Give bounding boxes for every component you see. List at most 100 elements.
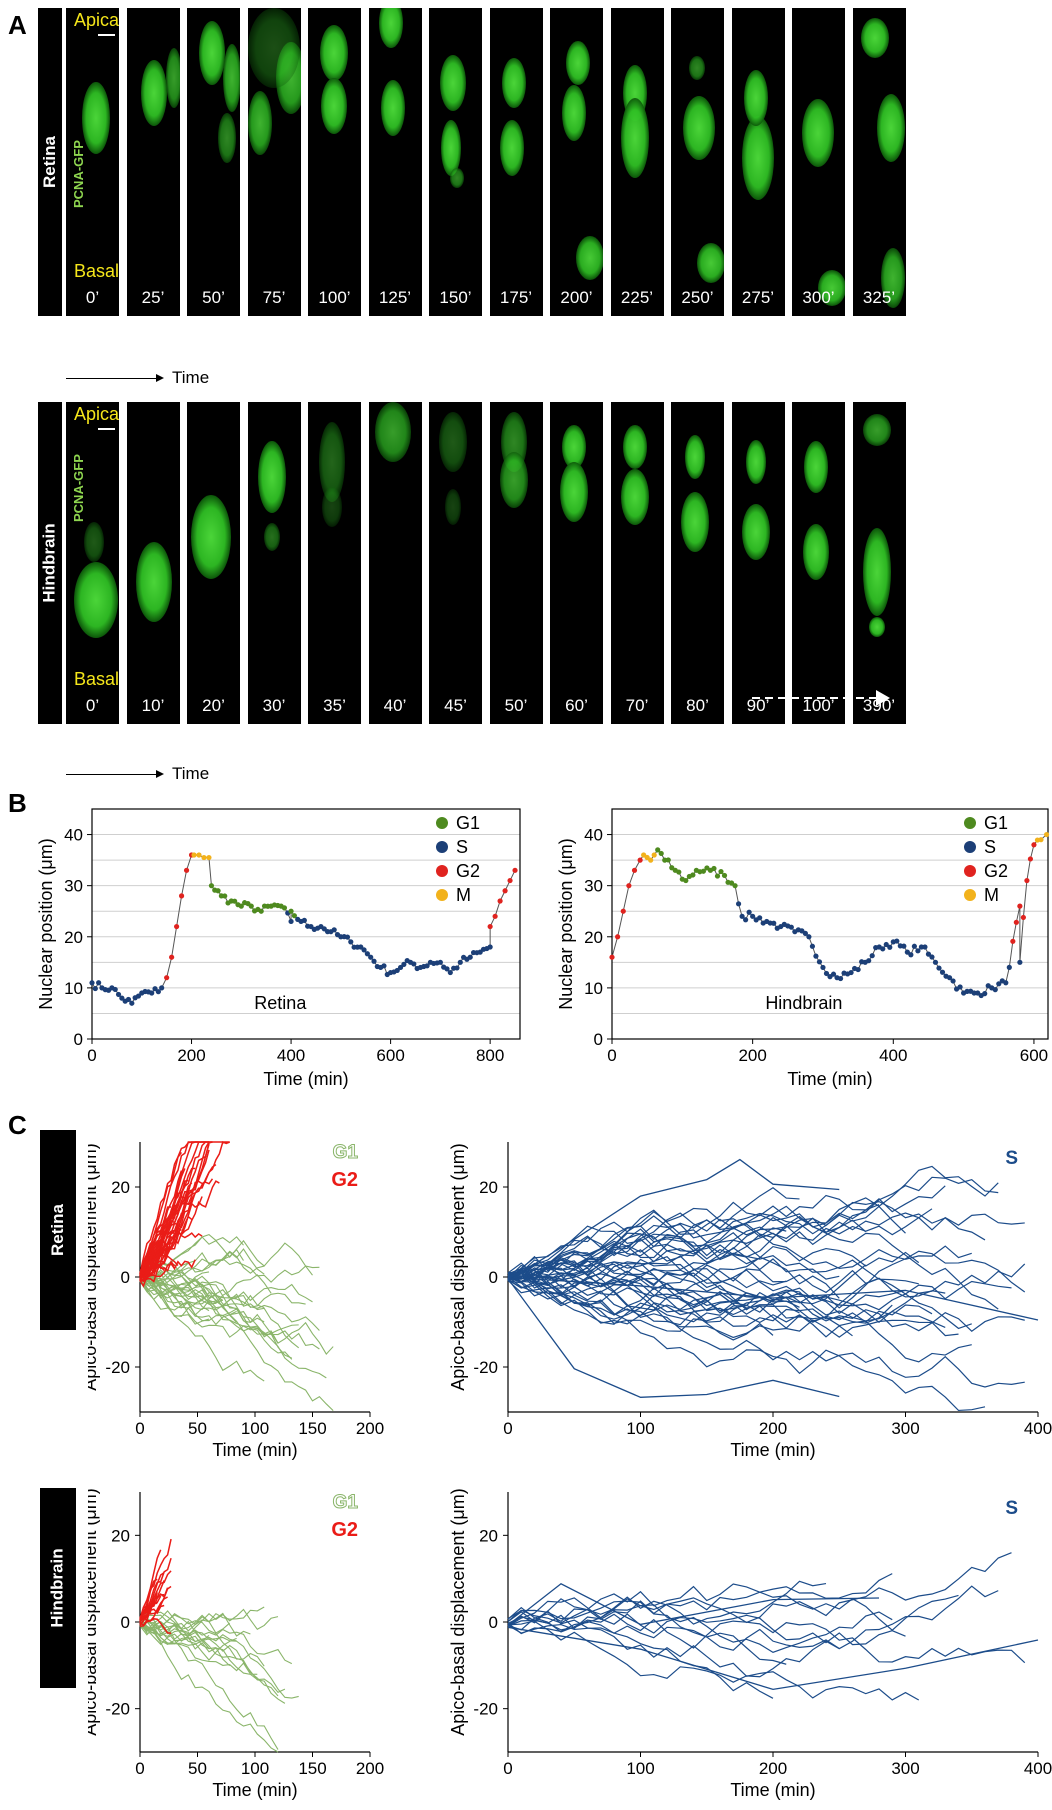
retina-frame: 200’ xyxy=(550,8,603,316)
nucleus xyxy=(257,441,286,513)
y-axis-label: Nuclear position (μm) xyxy=(556,838,576,1009)
frame-time-label: 70’ xyxy=(625,696,649,715)
retina-nucleus-image xyxy=(378,8,405,136)
y-axis-label: Apico-basal displacement (μm) xyxy=(88,1143,100,1390)
frame-time-label: 60’ xyxy=(565,696,588,715)
nucleus xyxy=(741,116,774,200)
nucleus xyxy=(681,492,709,552)
data-point-g1 xyxy=(676,869,682,875)
hindbrain-nucleus-image xyxy=(620,425,649,525)
retina-frame: 250’ xyxy=(671,8,724,316)
data-point-s xyxy=(159,985,165,991)
nucleus xyxy=(622,425,647,469)
hindbrain-frame: 10’ xyxy=(126,402,180,724)
retina-nucleus-image xyxy=(860,18,905,308)
s-trajectory xyxy=(507,1187,800,1282)
g1-trajectory xyxy=(139,1614,265,1667)
data-point-s xyxy=(457,959,463,965)
g2-trajectory xyxy=(139,1557,172,1621)
data-point-s xyxy=(125,996,132,1003)
hindbrain-nucleus-image xyxy=(374,402,411,462)
x-axis-label: Time (min) xyxy=(212,1440,297,1460)
hindbrain-nucleus-image xyxy=(191,495,231,579)
nucleus xyxy=(378,8,403,48)
data-point-s xyxy=(361,947,367,953)
hindbrain-frame: 60’ xyxy=(550,402,603,724)
legend-marker-m xyxy=(436,889,448,901)
nucleus xyxy=(320,25,348,81)
data-point-s xyxy=(869,953,875,959)
data-point-s xyxy=(809,943,816,949)
hindbrain-time-arrow: Time xyxy=(66,764,209,784)
y-tick-label: -20 xyxy=(105,1700,130,1719)
data-point-s xyxy=(901,943,907,949)
data-point-s xyxy=(932,959,939,965)
data-point-s xyxy=(424,963,430,969)
data-point-m xyxy=(196,852,202,858)
data-point-g1 xyxy=(258,908,264,914)
data-point-s xyxy=(894,938,900,944)
legend-label: S xyxy=(984,837,996,857)
nucleus xyxy=(199,21,225,85)
data-point-s xyxy=(381,963,387,969)
panel-c-hindbrain-label: Hindbrain xyxy=(40,1488,76,1688)
hindbrain-row-label: Hindbrain xyxy=(38,402,62,724)
retina-frame: 125’ xyxy=(368,8,422,316)
g1-trajectory xyxy=(139,1611,299,1699)
g1-trajectory xyxy=(139,1257,313,1285)
data-point-s xyxy=(957,984,963,990)
data-point-s xyxy=(301,917,307,923)
y-tick-label: 0 xyxy=(74,1030,83,1049)
data-point-s xyxy=(288,918,294,925)
s-trajectory xyxy=(507,1623,774,1699)
data-point-g1 xyxy=(658,850,664,857)
x-tick-label: 300 xyxy=(891,1419,919,1438)
data-point-s xyxy=(368,954,374,960)
s-trajectory xyxy=(507,1205,906,1281)
x-tick-label: 50 xyxy=(188,1759,207,1778)
retina-row-label: Retina xyxy=(38,8,62,316)
data-point-m xyxy=(1043,831,1050,838)
y-tick-label: 30 xyxy=(584,877,603,896)
data-point-s xyxy=(996,981,1002,987)
frame-time-label: 325’ xyxy=(862,288,896,307)
frame-time-label: 125’ xyxy=(378,288,412,307)
frame-time-label: 80’ xyxy=(686,696,709,715)
g2-trajectory xyxy=(139,1141,206,1277)
x-tick-label: 100 xyxy=(241,1759,269,1778)
g2-trajectory xyxy=(139,1141,209,1275)
retina-frame: 325’ xyxy=(852,8,906,316)
x-tick-label: 0 xyxy=(607,1046,616,1065)
data-point-s xyxy=(771,920,777,926)
legend-label: M xyxy=(984,885,999,905)
data-point-s xyxy=(155,989,161,995)
frame-time-label: 30’ xyxy=(262,696,286,715)
x-tick-label: 400 xyxy=(1024,1759,1052,1778)
hindbrain-nucleus-image xyxy=(803,441,829,580)
nucleus xyxy=(697,243,724,283)
y-tick-label: 10 xyxy=(64,979,83,998)
nucleus xyxy=(620,98,649,178)
hindbrain-frame: 0’ Apical Basal PCNA-GFP xyxy=(66,402,119,724)
s-trajectory xyxy=(507,1613,906,1646)
data-point-g1 xyxy=(248,903,254,909)
legend-marker-g1 xyxy=(436,817,448,829)
nucleus xyxy=(440,55,466,111)
pcna-gfp-label: PCNA-GFP xyxy=(71,454,86,522)
data-point-s xyxy=(152,986,158,992)
apical-label: Apical xyxy=(74,404,119,424)
g1-trajectory xyxy=(139,1606,265,1630)
s-trajectory xyxy=(507,1275,986,1412)
nucleus xyxy=(683,96,715,160)
g2-trajectory xyxy=(139,1193,196,1279)
data-point-s xyxy=(866,958,872,964)
retina-nucleus-image xyxy=(499,58,526,176)
retina-nucleus-image xyxy=(440,55,466,188)
data-point-g2 xyxy=(1020,914,1026,921)
y-axis-label: Apico-basal displacement (μm) xyxy=(448,1143,468,1390)
nucleus xyxy=(802,99,834,167)
g1-trajectory xyxy=(139,1274,300,1349)
